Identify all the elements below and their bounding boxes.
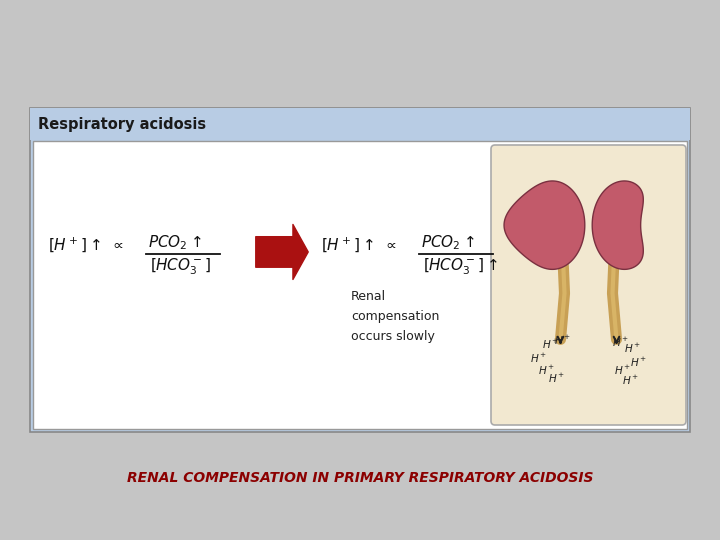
Text: $H^+$: $H^+$ bbox=[630, 356, 647, 369]
Text: $H^+$: $H^+$ bbox=[548, 372, 565, 386]
Text: $H^+$: $H^+$ bbox=[612, 336, 629, 349]
Text: $PCO_2\uparrow$: $PCO_2\uparrow$ bbox=[421, 233, 474, 252]
FancyBboxPatch shape bbox=[491, 145, 686, 425]
Text: $H^+$: $H^+$ bbox=[624, 342, 642, 355]
Text: Respiratory acidosis: Respiratory acidosis bbox=[38, 117, 206, 132]
Text: $PCO_2\uparrow$: $PCO_2\uparrow$ bbox=[148, 233, 202, 252]
Text: $H^+$: $H^+$ bbox=[622, 374, 639, 387]
Text: $[HCO_3^-]$: $[HCO_3^-]$ bbox=[150, 257, 211, 278]
PathPatch shape bbox=[592, 181, 643, 269]
Text: $[H^+]$$\uparrow$ $\propto$: $[H^+]$$\uparrow$ $\propto$ bbox=[321, 235, 397, 254]
Text: $H^+$: $H^+$ bbox=[554, 334, 571, 347]
Text: $H^+$: $H^+$ bbox=[538, 364, 555, 377]
Text: $[HCO_3^-]\uparrow$: $[HCO_3^-]\uparrow$ bbox=[423, 257, 498, 278]
Text: $H^+$: $H^+$ bbox=[614, 364, 631, 377]
Text: $H^+$: $H^+$ bbox=[530, 352, 547, 366]
FancyBboxPatch shape bbox=[30, 108, 690, 432]
Text: $[H^+]$$\uparrow$ $\propto$: $[H^+]$$\uparrow$ $\propto$ bbox=[48, 235, 124, 254]
Text: Renal
compensation
occurs slowly: Renal compensation occurs slowly bbox=[351, 290, 439, 343]
Text: $H^+$: $H^+$ bbox=[542, 338, 559, 352]
FancyBboxPatch shape bbox=[30, 108, 690, 140]
Text: RENAL COMPENSATION IN PRIMARY RESPIRATORY ACIDOSIS: RENAL COMPENSATION IN PRIMARY RESPIRATOR… bbox=[127, 471, 593, 485]
PathPatch shape bbox=[504, 181, 585, 269]
FancyBboxPatch shape bbox=[33, 141, 687, 429]
